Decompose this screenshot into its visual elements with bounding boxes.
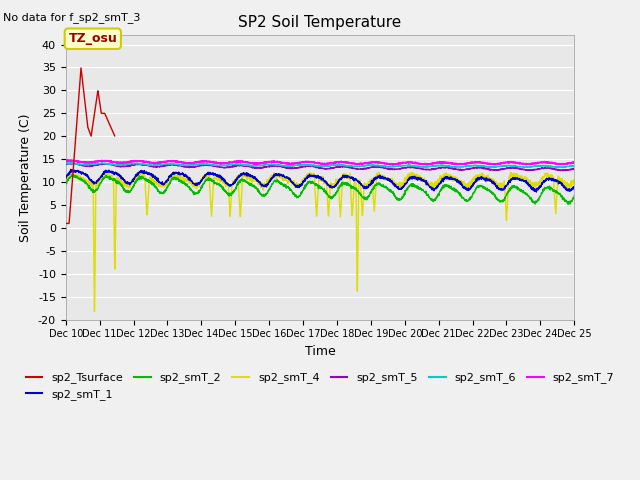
X-axis label: Time: Time	[305, 345, 335, 358]
Text: TZ_osu: TZ_osu	[68, 32, 117, 45]
Title: SP2 Soil Temperature: SP2 Soil Temperature	[238, 15, 402, 30]
Legend: sp2_Tsurface, sp2_smT_1, sp2_smT_2, sp2_smT_4, sp2_smT_5, sp2_smT_6, sp2_smT_7: sp2_Tsurface, sp2_smT_1, sp2_smT_2, sp2_…	[21, 368, 619, 404]
Y-axis label: Soil Temperature (C): Soil Temperature (C)	[19, 113, 32, 242]
Text: No data for f_sp2_smT_3: No data for f_sp2_smT_3	[3, 12, 141, 23]
